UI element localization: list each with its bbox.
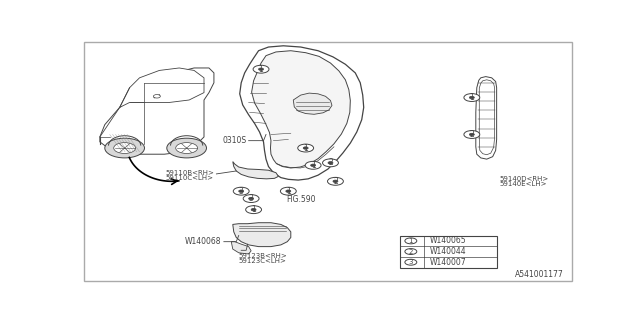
Circle shape (464, 131, 480, 139)
Polygon shape (231, 242, 251, 254)
Circle shape (167, 138, 207, 158)
Circle shape (280, 187, 296, 195)
Circle shape (239, 190, 244, 192)
Text: 1: 1 (252, 205, 256, 214)
Text: 1: 1 (303, 144, 308, 153)
Text: 1: 1 (311, 161, 316, 170)
Text: 59110C<LH>: 59110C<LH> (166, 175, 214, 181)
Circle shape (464, 93, 480, 101)
Text: 59110B<RH>: 59110B<RH> (165, 171, 214, 176)
Circle shape (305, 161, 321, 169)
Circle shape (310, 164, 316, 166)
Text: 59123C<LH>: 59123C<LH> (239, 258, 287, 264)
Circle shape (246, 206, 262, 213)
Circle shape (405, 238, 417, 244)
Text: 2: 2 (409, 249, 413, 254)
Circle shape (405, 249, 417, 254)
Circle shape (233, 187, 249, 195)
Text: 3: 3 (249, 194, 253, 203)
Circle shape (323, 159, 339, 167)
Polygon shape (120, 68, 204, 108)
Circle shape (298, 144, 314, 152)
Circle shape (253, 65, 269, 73)
Circle shape (328, 162, 333, 164)
Circle shape (176, 143, 198, 154)
Circle shape (469, 96, 474, 99)
Text: W140068: W140068 (185, 237, 221, 246)
Text: 1: 1 (286, 187, 291, 196)
Text: 3: 3 (408, 259, 413, 265)
Circle shape (105, 138, 145, 158)
Text: 59123B<RH>: 59123B<RH> (239, 253, 287, 259)
Text: W140065: W140065 (429, 236, 467, 245)
Circle shape (248, 197, 253, 200)
Polygon shape (476, 76, 497, 159)
Text: 1: 1 (470, 93, 474, 102)
Polygon shape (240, 46, 364, 180)
Circle shape (469, 133, 474, 136)
Circle shape (259, 68, 264, 70)
Text: 2: 2 (328, 158, 333, 167)
Text: W140044: W140044 (429, 247, 467, 256)
Circle shape (243, 195, 259, 203)
Text: 1: 1 (408, 238, 413, 244)
Bar (400, 236, 497, 268)
Circle shape (333, 180, 338, 182)
Polygon shape (293, 93, 332, 114)
Polygon shape (233, 162, 278, 179)
Text: 0310S: 0310S (222, 136, 246, 145)
Circle shape (328, 177, 344, 185)
Circle shape (303, 147, 308, 149)
Text: A541001177: A541001177 (515, 270, 564, 279)
Text: 3: 3 (239, 187, 244, 196)
Circle shape (154, 95, 161, 98)
Circle shape (286, 190, 291, 192)
Text: 1: 1 (259, 65, 264, 74)
Text: 59140D<RH>: 59140D<RH> (499, 176, 548, 182)
Text: 2: 2 (333, 177, 338, 186)
Circle shape (405, 259, 417, 265)
Polygon shape (252, 51, 350, 168)
Text: FIG.590: FIG.590 (286, 195, 316, 204)
Circle shape (251, 208, 256, 211)
Text: 59140E<LH>: 59140E<LH> (499, 181, 547, 187)
Polygon shape (233, 223, 291, 247)
Text: 2: 2 (470, 130, 474, 139)
Text: W140007: W140007 (429, 258, 467, 267)
Circle shape (114, 143, 136, 154)
Polygon shape (100, 68, 214, 154)
